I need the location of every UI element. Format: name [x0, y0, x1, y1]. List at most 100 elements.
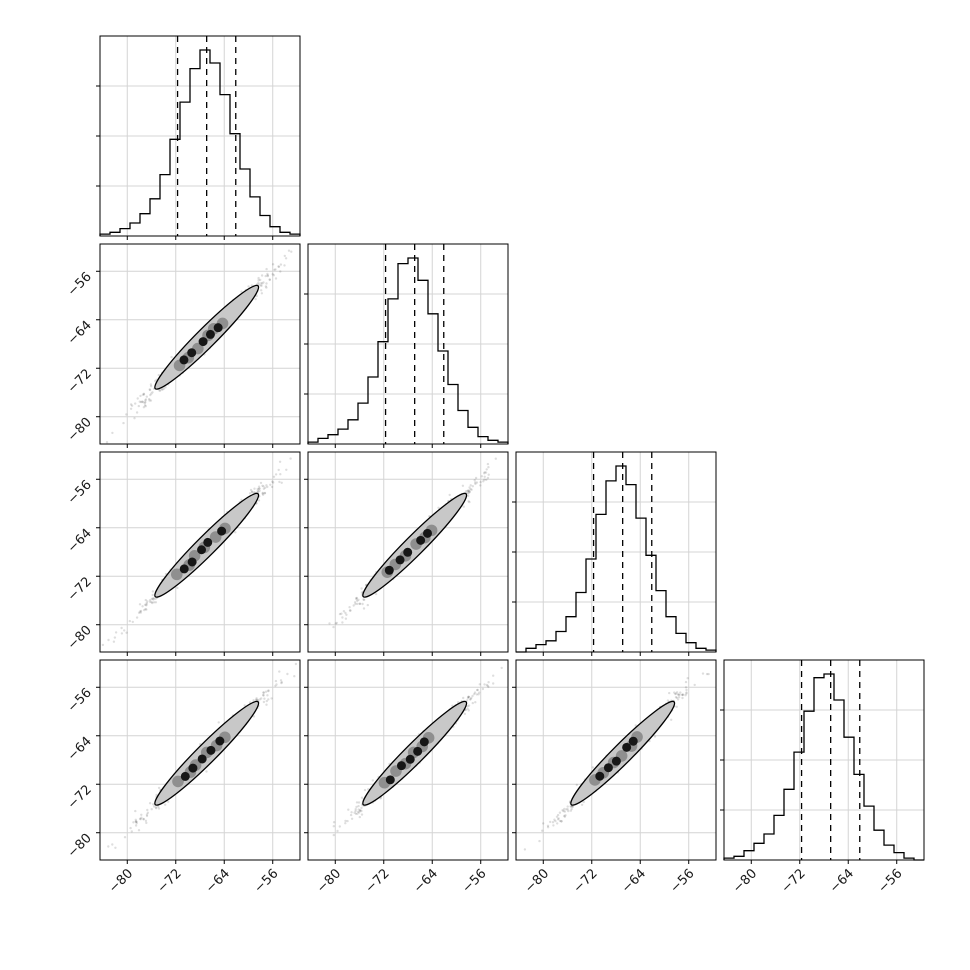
scatter-point	[120, 632, 124, 635]
scatter-point	[274, 268, 277, 271]
scatter-point	[478, 691, 481, 694]
scatter-point	[130, 830, 133, 833]
scatter-point	[358, 809, 362, 813]
scatter-point	[258, 487, 261, 490]
scatter-point	[360, 796, 364, 799]
scatter-point	[256, 698, 260, 702]
scatter-point	[262, 694, 265, 697]
scatter-point	[131, 620, 134, 624]
y-tick-label: −64	[65, 526, 95, 556]
scatter-point	[265, 267, 268, 271]
scatter-point	[146, 808, 149, 812]
scatter-point	[261, 491, 264, 495]
scatter-point	[358, 811, 361, 814]
scatter-point	[256, 489, 259, 492]
density-blob-dark	[197, 754, 207, 764]
scatter-point	[693, 683, 696, 687]
scatter-point	[148, 388, 151, 391]
scatter-point	[344, 822, 347, 825]
scatter-point	[142, 818, 145, 821]
scatter-point	[260, 292, 264, 295]
scatter-point	[252, 715, 256, 718]
panel-border	[99, 659, 301, 861]
scatter-point	[271, 480, 274, 483]
scatter-point	[138, 603, 142, 606]
scatter-point	[468, 490, 471, 494]
scatter-point	[135, 411, 139, 414]
scatter-point	[205, 770, 208, 773]
scatter-point	[261, 492, 264, 495]
scatter-point	[145, 814, 149, 818]
scatter-point	[250, 490, 254, 494]
scatter-point	[262, 700, 266, 704]
scatter-point	[479, 484, 482, 487]
scatter-point	[144, 598, 147, 602]
scatter-point	[332, 825, 335, 828]
scatter-point	[279, 679, 283, 682]
scatter-point	[157, 786, 161, 790]
scatter-point	[142, 817, 145, 821]
density-blob-dark	[187, 557, 197, 567]
scatter-point	[145, 604, 148, 607]
scatter-point	[467, 709, 470, 712]
scatter-point	[156, 805, 160, 808]
scatter-point	[152, 597, 155, 600]
scatter-point	[359, 808, 362, 812]
scatter-point	[286, 672, 289, 676]
scatter-point	[252, 699, 255, 702]
density-contour	[154, 284, 260, 390]
y-tick-label: −80	[65, 415, 95, 445]
scatter-point	[135, 820, 138, 823]
scatter-point	[262, 691, 265, 694]
panel-border	[307, 659, 509, 861]
scatter-point	[150, 808, 153, 811]
scatter-point	[294, 662, 298, 666]
scatter-point	[152, 598, 155, 601]
scatter-point	[128, 619, 131, 623]
scatter-point	[154, 806, 158, 809]
scatter-point	[464, 490, 468, 493]
panel-border	[99, 243, 301, 445]
scatter-point	[360, 809, 363, 813]
scatter-point	[684, 680, 688, 684]
scatter-point	[280, 481, 283, 484]
density-blob-dark	[205, 329, 215, 339]
scatter-point	[154, 379, 157, 383]
scatter-point	[111, 431, 114, 435]
scatter-point	[280, 681, 283, 684]
y-tick-label: −80	[65, 831, 95, 861]
scatter-point	[355, 597, 358, 600]
density-contour	[154, 492, 260, 598]
scatter-point	[352, 604, 355, 607]
scatter-point	[461, 484, 465, 487]
density-blob-dark	[217, 526, 227, 536]
scatter-point	[355, 805, 358, 809]
scatter-point	[271, 263, 275, 266]
scatter-point	[287, 249, 291, 252]
scatter-point	[701, 672, 705, 675]
scatter-point	[468, 500, 471, 504]
scatter-point	[155, 793, 158, 797]
scatter-point	[332, 821, 336, 824]
scatter-point	[478, 683, 481, 686]
density-blob-dark	[179, 355, 189, 365]
scatter-point	[468, 486, 471, 489]
scatter-point	[270, 697, 273, 700]
x-tick-label: −56	[460, 866, 490, 896]
scatter-point	[563, 814, 566, 818]
scatter-point	[474, 476, 478, 480]
scatter-point	[483, 475, 486, 478]
scatter-point	[462, 696, 465, 700]
scatter-point	[358, 602, 362, 605]
scatter-point	[290, 250, 293, 253]
scatter-point	[257, 499, 261, 502]
scatter-point	[341, 621, 344, 624]
scatter-point	[260, 282, 263, 285]
scatter-point	[255, 697, 258, 700]
scatter-point	[125, 631, 128, 634]
scatter-point	[129, 403, 133, 406]
scatter-point	[137, 404, 140, 408]
panel-3-1: −80 −72 −64 −56	[304, 659, 509, 896]
scatter-point	[260, 289, 263, 292]
scatter-point	[137, 829, 141, 832]
